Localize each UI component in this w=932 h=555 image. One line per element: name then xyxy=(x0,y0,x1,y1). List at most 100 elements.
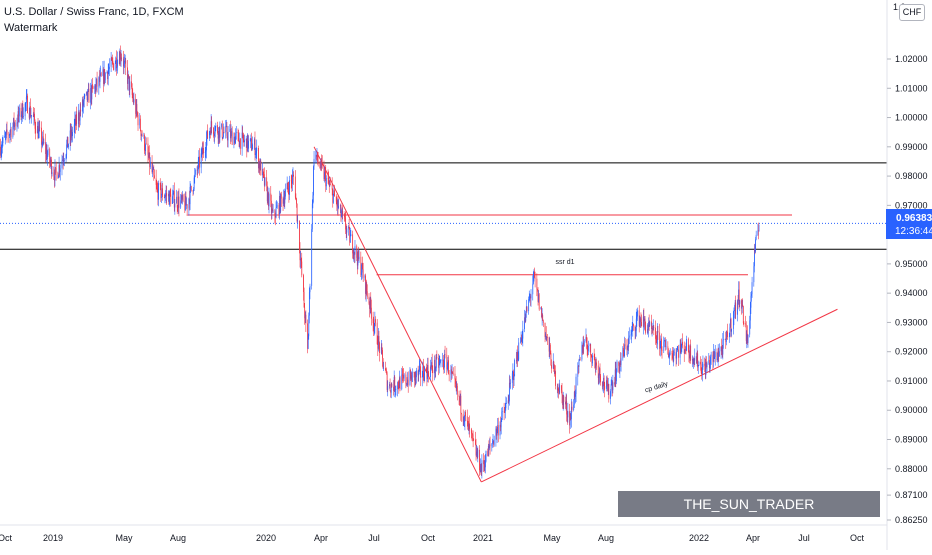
candle-body xyxy=(53,176,55,181)
candle-body xyxy=(47,148,49,156)
candle-body xyxy=(141,134,143,137)
candle xyxy=(689,350,690,364)
candle-body xyxy=(264,177,266,186)
candle-body xyxy=(610,384,612,392)
candle xyxy=(61,154,63,176)
candle xyxy=(468,417,469,431)
candle-body xyxy=(144,135,145,151)
candle xyxy=(131,74,132,90)
trendline-0 xyxy=(313,146,482,483)
candle-body xyxy=(6,129,8,135)
candle-body xyxy=(107,70,109,80)
candle-body xyxy=(222,137,224,138)
candle-body xyxy=(29,106,31,118)
candle-body xyxy=(54,167,56,181)
candle xyxy=(525,299,527,318)
candle xyxy=(230,120,231,145)
x-tick-label: Oct xyxy=(421,533,436,543)
candle-body xyxy=(379,342,380,354)
candle-body xyxy=(542,315,544,321)
candle xyxy=(1,137,3,154)
candle xyxy=(45,133,47,163)
candle-body xyxy=(61,160,63,169)
candle-body xyxy=(721,349,723,355)
candle-body xyxy=(444,354,446,355)
candle xyxy=(577,362,579,386)
candle-body xyxy=(491,443,493,447)
trendlines[interactable] xyxy=(313,146,838,483)
candle xyxy=(692,356,694,365)
candle xyxy=(444,349,445,373)
candle xyxy=(470,427,472,439)
candle-body xyxy=(144,150,146,151)
candle xyxy=(454,365,456,388)
candle-body xyxy=(79,109,81,121)
candle-body xyxy=(168,193,169,197)
currency-badge[interactable]: CHF xyxy=(899,4,925,21)
candle xyxy=(415,367,417,384)
candle xyxy=(620,352,622,372)
candle xyxy=(573,390,575,408)
candle xyxy=(648,317,649,338)
candle-body xyxy=(292,175,293,184)
candle xyxy=(149,145,151,175)
candle-body xyxy=(751,294,752,296)
candle-body xyxy=(534,271,535,278)
candle xyxy=(745,315,747,328)
candle-body xyxy=(592,355,593,364)
candle-body xyxy=(394,389,396,391)
candle-body xyxy=(10,129,12,137)
candle-body xyxy=(295,197,297,199)
candle-body xyxy=(341,210,343,216)
candle-body xyxy=(46,155,48,159)
candle xyxy=(177,190,179,214)
candle-body xyxy=(542,320,544,323)
candle xyxy=(542,313,544,321)
candle xyxy=(492,433,494,444)
candle-body xyxy=(665,346,667,348)
candle xyxy=(103,67,104,93)
candle-body xyxy=(132,97,134,103)
candle-body xyxy=(27,95,28,113)
candle xyxy=(468,422,470,435)
candle xyxy=(34,107,35,124)
candle xyxy=(631,321,633,332)
candle xyxy=(211,116,213,134)
candle xyxy=(630,329,632,340)
candle-body xyxy=(537,289,539,302)
candle xyxy=(145,137,147,145)
candle-body xyxy=(446,365,448,370)
candle-body xyxy=(321,162,323,166)
candle xyxy=(158,180,159,207)
candle-body xyxy=(607,383,609,391)
candle xyxy=(632,323,634,331)
candle xyxy=(153,164,155,181)
candle-body xyxy=(63,159,65,161)
candle-body xyxy=(178,196,180,208)
horizontal-lines[interactable] xyxy=(0,162,887,276)
candle-body xyxy=(315,154,317,159)
candle xyxy=(706,361,708,373)
candle-body xyxy=(307,323,309,349)
candle xyxy=(87,82,89,93)
candle-body xyxy=(72,131,73,137)
candle-body xyxy=(667,346,669,354)
candle-body xyxy=(152,169,154,170)
candle xyxy=(590,343,592,362)
candle-body xyxy=(701,372,703,375)
candle-body xyxy=(492,443,493,444)
candle-body xyxy=(176,196,178,204)
candle xyxy=(558,383,560,395)
candle xyxy=(37,121,38,134)
candle xyxy=(334,184,335,197)
candle xyxy=(206,131,207,159)
candle-body xyxy=(280,194,282,212)
candle xyxy=(119,48,121,65)
candle xyxy=(532,271,534,285)
candle xyxy=(521,334,523,345)
candle xyxy=(587,344,589,358)
candle xyxy=(507,394,509,410)
